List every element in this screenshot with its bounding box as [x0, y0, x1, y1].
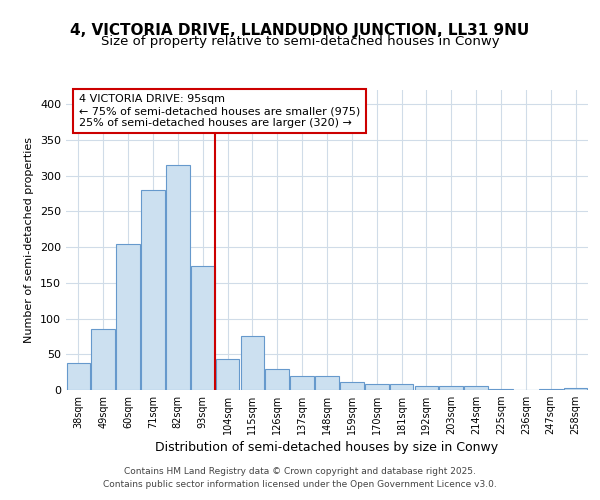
Text: Size of property relative to semi-detached houses in Conwy: Size of property relative to semi-detach… [101, 35, 499, 48]
Bar [265, 368, 289, 390]
Bar [116, 244, 140, 390]
Bar [415, 386, 438, 390]
Bar [166, 165, 190, 390]
Bar [67, 363, 90, 390]
Bar [439, 386, 463, 390]
Bar [91, 328, 115, 390]
Bar [241, 336, 264, 390]
Bar [141, 190, 165, 390]
Text: Contains HM Land Registry data © Crown copyright and database right 2025.: Contains HM Land Registry data © Crown c… [124, 467, 476, 476]
Bar [539, 388, 563, 390]
Y-axis label: Number of semi-detached properties: Number of semi-detached properties [25, 137, 34, 343]
Bar [365, 384, 389, 390]
Bar [340, 382, 364, 390]
Text: 4, VICTORIA DRIVE, LLANDUDNO JUNCTION, LL31 9NU: 4, VICTORIA DRIVE, LLANDUDNO JUNCTION, L… [70, 22, 530, 38]
X-axis label: Distribution of semi-detached houses by size in Conwy: Distribution of semi-detached houses by … [155, 442, 499, 454]
Bar [390, 384, 413, 390]
Bar [464, 386, 488, 390]
Bar [216, 358, 239, 390]
Bar [191, 266, 215, 390]
Text: Contains public sector information licensed under the Open Government Licence v3: Contains public sector information licen… [103, 480, 497, 489]
Bar [564, 388, 587, 390]
Bar [290, 376, 314, 390]
Text: 4 VICTORIA DRIVE: 95sqm
← 75% of semi-detached houses are smaller (975)
25% of s: 4 VICTORIA DRIVE: 95sqm ← 75% of semi-de… [79, 94, 360, 128]
Bar [315, 376, 339, 390]
